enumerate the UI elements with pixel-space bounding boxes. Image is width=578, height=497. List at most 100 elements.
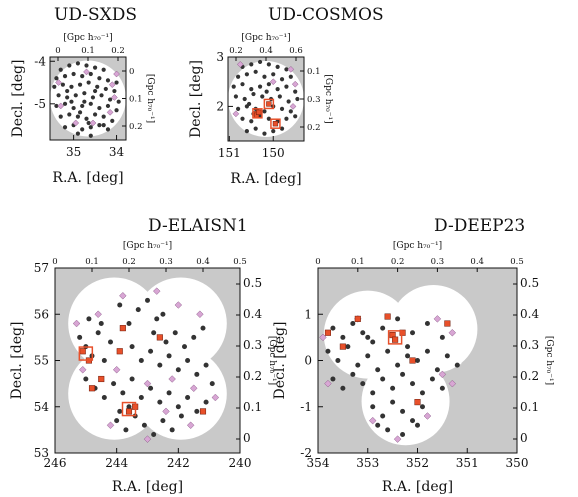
- data-point: [424, 321, 430, 326]
- data-point: [67, 63, 72, 68]
- data-point: [62, 101, 68, 106]
- x2-tick-label: 0.1: [85, 257, 99, 267]
- data-point: [185, 358, 191, 363]
- data-point: [98, 321, 104, 326]
- data-point: [262, 131, 267, 136]
- data-point: [54, 76, 59, 81]
- data-point-diamond: [448, 379, 457, 388]
- x2-tick-label: 0.2: [122, 257, 136, 267]
- data-point-diamond: [119, 291, 127, 300]
- data-point: [114, 108, 119, 113]
- data-point-diamond: [168, 375, 176, 383]
- data-point: [444, 353, 450, 359]
- data-point: [95, 330, 101, 336]
- y2-tick-label: 0.5: [243, 276, 262, 290]
- data-point-diamond: [55, 79, 62, 86]
- data-point-diamond: [57, 102, 65, 110]
- data-point: [293, 114, 298, 119]
- x2-axis-label: [Gpc h₇₀⁻¹]: [63, 33, 112, 43]
- x2-tick-label: 0.4: [259, 46, 273, 56]
- y2-tick-label: 0.2: [243, 369, 262, 383]
- cluster-box: [263, 98, 275, 110]
- data-point-diamond: [106, 421, 115, 430]
- y2-tick-label: 0.3: [520, 338, 539, 352]
- x-axis-label: R.A. [deg]: [230, 171, 301, 187]
- data-point: [97, 105, 102, 111]
- data-point: [266, 116, 271, 121]
- y2-axis-label: [Gpc h₇₀⁻¹]: [544, 336, 554, 385]
- y-tick-label: -2: [300, 446, 312, 460]
- x2-tick-label: 0.4: [470, 257, 484, 267]
- x2-tick-label: 0.3: [431, 257, 445, 267]
- x2-tick-label: 0.1: [81, 46, 95, 56]
- y2-tick-label: 0.3: [307, 95, 321, 105]
- y-tick-label: -1: [300, 400, 312, 414]
- data-point: [157, 399, 163, 405]
- data-point: [84, 116, 89, 121]
- panel-title: UD-SXDS: [54, 5, 137, 25]
- data-point: [120, 390, 126, 396]
- data-point: [86, 316, 92, 322]
- data-point-diamond: [236, 61, 244, 68]
- data-point-diamond: [72, 319, 81, 328]
- x-tick-label: 34: [109, 145, 125, 159]
- data-point: [138, 395, 144, 400]
- y-tick-label: 55: [34, 354, 49, 368]
- data-point-diamond: [269, 78, 277, 86]
- data-point: [77, 110, 83, 115]
- data-point: [429, 376, 435, 382]
- data-point: [90, 95, 96, 100]
- data-point: [92, 112, 98, 117]
- data-point: [92, 65, 98, 70]
- data-point: [166, 390, 172, 396]
- data-point-diamond: [324, 379, 332, 388]
- data-point: [194, 371, 200, 377]
- x-tick-label: 354: [307, 456, 330, 470]
- data-point: [266, 82, 271, 87]
- x2-tick-label: 0.2: [391, 257, 405, 267]
- data-points: [231, 59, 300, 136]
- data-point: [175, 404, 181, 410]
- data-point: [191, 334, 197, 340]
- data-point-square: [392, 336, 399, 343]
- x-tick-label: 150: [262, 146, 285, 160]
- x-tick-label: 352: [406, 456, 429, 470]
- data-point: [249, 62, 254, 67]
- data-point-square: [79, 348, 86, 355]
- data-point: [97, 76, 102, 81]
- data-point: [169, 427, 175, 433]
- data-point: [182, 344, 187, 350]
- data-point: [151, 330, 157, 336]
- data-point-diamond: [393, 435, 402, 443]
- data-point: [360, 381, 366, 387]
- data-point-diamond: [232, 110, 240, 118]
- y2-tick-label: 0.5: [520, 276, 539, 290]
- data-point: [175, 367, 181, 373]
- data-point: [236, 106, 241, 111]
- data-point-diamond: [94, 310, 102, 319]
- data-point: [262, 109, 267, 114]
- x-axis-label: R.A. [deg]: [382, 479, 453, 495]
- data-points: [319, 313, 460, 443]
- data-point-diamond: [289, 103, 297, 110]
- data-point: [135, 307, 141, 313]
- data-point: [58, 114, 63, 119]
- data-point: [86, 120, 91, 126]
- x-axis-label: R.A. [deg]: [112, 479, 183, 495]
- data-point-diamond: [438, 370, 447, 379]
- data-point: [284, 116, 289, 121]
- data-point: [400, 371, 406, 377]
- data-point-diamond: [368, 416, 377, 425]
- x2-tick-label: 0: [315, 257, 320, 267]
- data-point: [56, 93, 61, 98]
- x-tick-label: 151: [218, 146, 241, 160]
- cluster-box: [270, 118, 281, 129]
- data-point: [335, 358, 341, 363]
- y2-tick-label: 0: [129, 67, 134, 77]
- data-point: [86, 80, 91, 85]
- data-point: [249, 87, 254, 92]
- data-point: [260, 94, 265, 99]
- y2-tick-label: 0.2: [129, 122, 143, 132]
- data-point-diamond: [111, 94, 118, 101]
- data-point: [52, 84, 57, 89]
